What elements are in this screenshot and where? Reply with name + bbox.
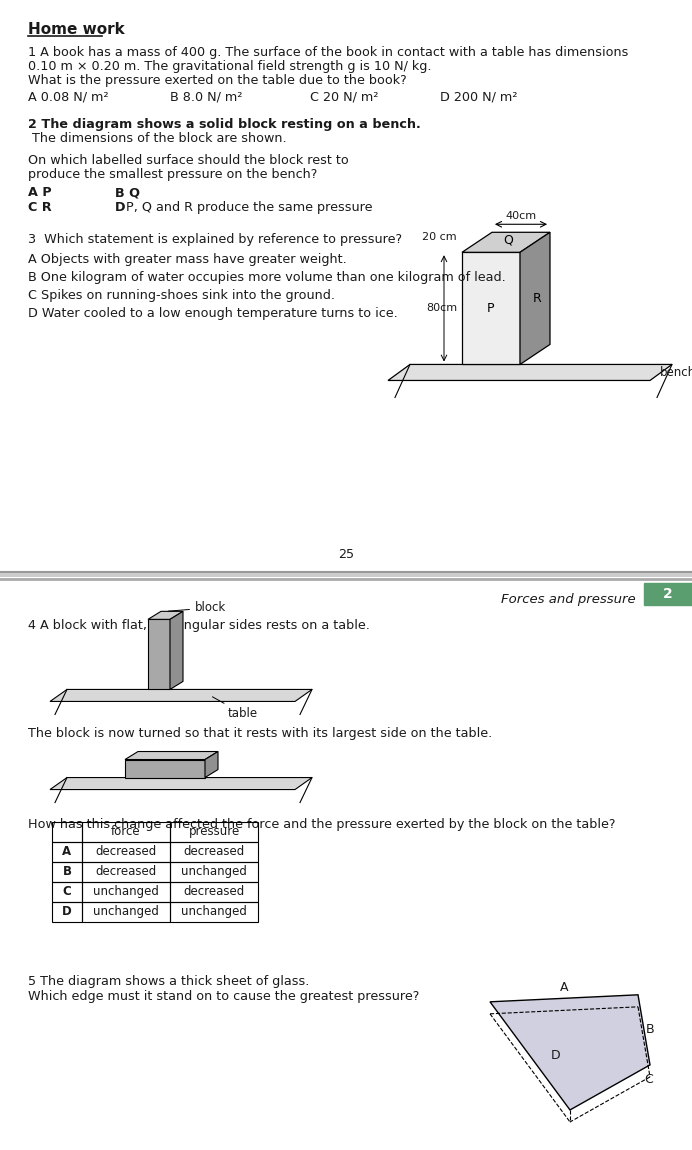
Text: C: C [62, 886, 71, 898]
Text: On which labelled surface should the block rest to: On which labelled surface should the blo… [28, 154, 349, 167]
Text: 5 The diagram shows a thick sheet of glass.: 5 The diagram shows a thick sheet of gla… [28, 975, 309, 988]
Bar [82, 902, 170, 921]
Text: table: table [212, 697, 258, 720]
Text: R: R [533, 292, 541, 305]
Text: 2 The diagram shows a solid block resting on a bench.: 2 The diagram shows a solid block restin… [28, 118, 421, 131]
Text: 1 A book has a mass of 400 g. The surface of the book in contact with a table ha: 1 A book has a mass of 400 g. The surfac… [28, 46, 628, 59]
Bar [82, 861, 170, 882]
Text: A 0.08 N/ m²: A 0.08 N/ m² [28, 90, 109, 104]
Text: unchanged: unchanged [181, 905, 247, 918]
Text: B One kilogram of water occupies more volume than one kilogram of lead.: B One kilogram of water occupies more vo… [28, 271, 506, 284]
Text: A: A [560, 981, 568, 994]
Text: 25: 25 [338, 547, 354, 561]
Text: P, Q and R produce the same pressure: P, Q and R produce the same pressure [126, 201, 372, 214]
Text: 20 cm: 20 cm [422, 232, 457, 243]
Polygon shape [125, 759, 205, 777]
Polygon shape [520, 232, 550, 365]
Text: What is the pressure exerted on the table due to the book?: What is the pressure exerted on the tabl… [28, 74, 407, 87]
Text: pressure: pressure [188, 825, 239, 838]
Text: decreased: decreased [95, 845, 156, 858]
Bar [644, 583, 692, 605]
Polygon shape [462, 252, 520, 365]
Text: B Q: B Q [115, 186, 140, 199]
Text: A P: A P [28, 186, 52, 199]
Text: block: block [168, 601, 226, 614]
Bar [170, 821, 258, 842]
Text: Which edge must it stand on to cause the greatest pressure?: Which edge must it stand on to cause the… [28, 990, 419, 1003]
Text: C R: C R [28, 201, 52, 214]
Text: C Spikes on running-shoes sink into the ground.: C Spikes on running-shoes sink into the … [28, 290, 335, 302]
Polygon shape [50, 777, 312, 790]
Bar [52, 861, 82, 882]
Bar [52, 902, 82, 921]
Text: decreased: decreased [183, 886, 245, 898]
Bar [170, 902, 258, 921]
Text: unchanged: unchanged [93, 886, 159, 898]
Text: The dimensions of the block are shown.: The dimensions of the block are shown. [28, 132, 286, 145]
Polygon shape [205, 751, 218, 777]
Text: bench: bench [660, 366, 692, 380]
Polygon shape [50, 690, 312, 702]
Polygon shape [148, 620, 170, 690]
Text: 3  Which statement is explained by reference to pressure?: 3 Which statement is explained by refere… [28, 233, 402, 246]
Text: Home work: Home work [28, 22, 125, 37]
Text: D: D [115, 201, 130, 214]
Text: B 8.0 N/ m²: B 8.0 N/ m² [170, 90, 242, 104]
Text: D 200 N/ m²: D 200 N/ m² [440, 90, 518, 104]
Polygon shape [388, 365, 672, 381]
Text: C 20 N/ m²: C 20 N/ m² [310, 90, 379, 104]
Text: Q: Q [503, 233, 513, 247]
Text: D: D [62, 905, 72, 918]
Text: decreased: decreased [95, 865, 156, 879]
Text: B: B [62, 865, 71, 879]
Bar [170, 882, 258, 902]
Text: 0.10 m × 0.20 m. The gravitational field strength g is 10 N/ kg.: 0.10 m × 0.20 m. The gravitational field… [28, 60, 432, 74]
Text: decreased: decreased [183, 845, 245, 858]
Polygon shape [462, 232, 550, 252]
Polygon shape [170, 612, 183, 690]
Text: 2: 2 [663, 588, 673, 601]
Text: force: force [111, 825, 140, 838]
Text: How has this change affected the force and the pressure exerted by the block on : How has this change affected the force a… [28, 818, 615, 830]
Polygon shape [490, 995, 650, 1110]
Bar [82, 882, 170, 902]
Text: 80cm: 80cm [426, 304, 457, 314]
Text: Forces and pressure: Forces and pressure [502, 593, 636, 606]
Text: A: A [62, 845, 71, 858]
Text: D: D [550, 1050, 560, 1063]
Text: unchanged: unchanged [181, 865, 247, 879]
Polygon shape [125, 751, 218, 759]
Text: produce the smallest pressure on the bench?: produce the smallest pressure on the ben… [28, 168, 318, 182]
Bar [82, 842, 170, 861]
Text: unchanged: unchanged [93, 905, 159, 918]
Bar [52, 821, 82, 842]
Text: The block is now turned so that it rests with its largest side on the table.: The block is now turned so that it rests… [28, 728, 492, 741]
Text: 40cm: 40cm [505, 212, 536, 221]
Polygon shape [148, 612, 183, 620]
Bar [170, 842, 258, 861]
Text: 4 A block with flat, rectangular sides rests on a table.: 4 A block with flat, rectangular sides r… [28, 620, 370, 632]
Bar [52, 842, 82, 861]
Text: B: B [646, 1024, 655, 1036]
Text: D Water cooled to a low enough temperature turns to ice.: D Water cooled to a low enough temperatu… [28, 307, 398, 321]
Text: P: P [487, 302, 495, 315]
Bar [52, 882, 82, 902]
Bar [170, 861, 258, 882]
Bar [82, 821, 170, 842]
Text: A Objects with greater mass have greater weight.: A Objects with greater mass have greater… [28, 253, 347, 267]
Text: C: C [645, 1073, 653, 1086]
